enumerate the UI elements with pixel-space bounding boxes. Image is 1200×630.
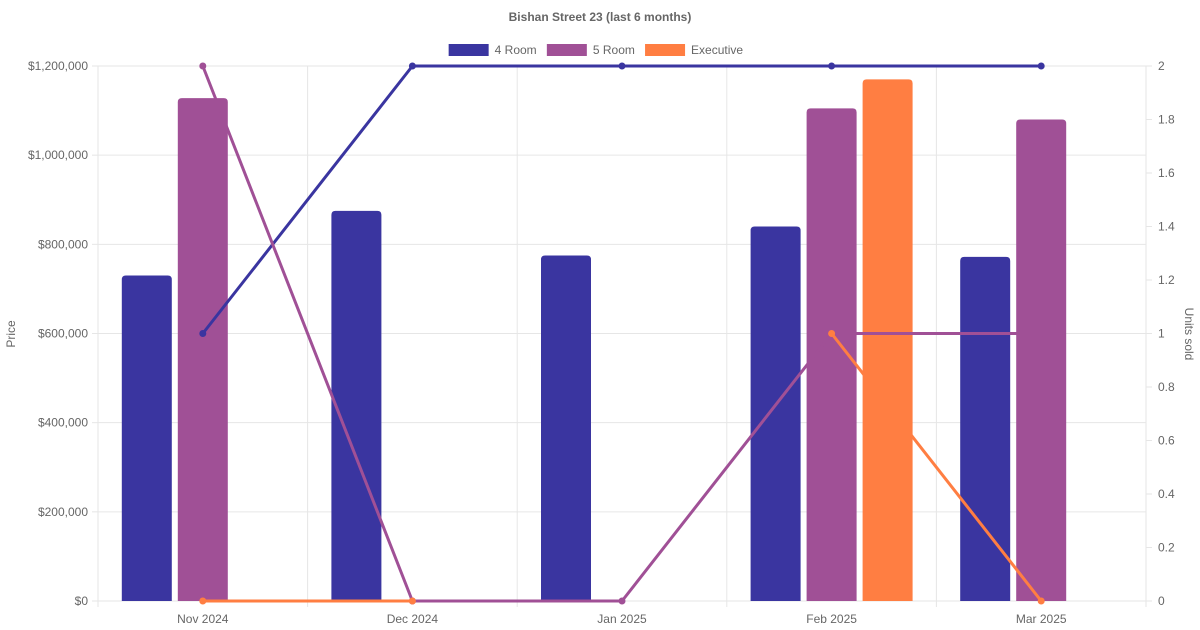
- legend-item-4-room[interactable]: 4 Room: [448, 43, 537, 57]
- bar-4-room[interactable]: [750, 226, 801, 602]
- legend-label: 5 Room: [593, 43, 635, 57]
- x-tick-label: Nov 2024: [177, 612, 229, 626]
- legend-swatch: [546, 44, 587, 56]
- y-left-tick-label: $1,200,000: [28, 59, 88, 73]
- y-right-tick-label: 1.4: [1158, 220, 1175, 234]
- bar-4-room[interactable]: [541, 255, 591, 601]
- y-right-tick-label: 0.2: [1158, 541, 1175, 555]
- line-marks: [199, 62, 1045, 605]
- point-4-room[interactable]: [828, 62, 836, 70]
- y-right-tick-label: 0.4: [1158, 487, 1175, 501]
- y-left-tick-label: $0: [75, 594, 89, 608]
- y-axis-left: $0 $200,000 $400,000 $600,000 $800,000 $1,000…: [28, 59, 98, 608]
- x-tick-label: Jan 2025: [597, 612, 647, 626]
- point-executive[interactable]: [828, 330, 836, 337]
- point-5-room[interactable]: [618, 597, 626, 605]
- y-right-tick-label: 0.6: [1158, 434, 1175, 448]
- y-left-tick-label: $800,000: [38, 237, 88, 251]
- y-right-tick-label: 1.6: [1158, 166, 1175, 180]
- point-executive[interactable]: [1037, 597, 1045, 605]
- line-4-room: [201, 64, 1042, 335]
- y-axis-left-title: Price: [4, 320, 18, 348]
- y-left-tick-label: $400,000: [38, 416, 88, 430]
- point-4-room[interactable]: [1037, 62, 1045, 70]
- y-right-tick-label: 1: [1158, 327, 1165, 341]
- gridlines: [97, 65, 1147, 607]
- y-left-tick-label: $600,000: [38, 327, 88, 341]
- bar-marks: [121, 79, 1067, 602]
- chart-title: Bishan Street 23 (last 6 months): [509, 10, 692, 24]
- point-5-room[interactable]: [1037, 330, 1045, 337]
- line-executive: [830, 332, 1043, 602]
- y-axis-right-title: Units sold: [1182, 308, 1196, 361]
- point-executive[interactable]: [199, 597, 207, 605]
- bar-4-room[interactable]: [960, 256, 1011, 601]
- point-4-room[interactable]: [199, 330, 207, 337]
- point-4-room[interactable]: [408, 62, 416, 70]
- y-left-tick-label: $200,000: [38, 505, 88, 519]
- bar-executive[interactable]: [862, 79, 913, 601]
- point-executive[interactable]: [408, 597, 416, 605]
- x-tick-label: Mar 2025: [1016, 612, 1067, 626]
- x-tick-label: Feb 2025: [806, 612, 857, 626]
- y-axis-right: 0 0.2 0.4 0.6 0.8 1 1.2 1.4 1.6 1.8 2: [1146, 59, 1175, 608]
- y-right-tick-label: 0: [1158, 594, 1165, 608]
- x-axis: Nov 2024 Dec 2024 Jan 2025 Feb 2025 Mar 2025: [177, 612, 1067, 626]
- legend-label: Executive: [691, 43, 743, 57]
- legend-item-5-room[interactable]: 5 Room: [546, 43, 635, 57]
- bar-4-room[interactable]: [121, 275, 172, 601]
- bar-5-room[interactable]: [806, 108, 857, 602]
- bar-5-room[interactable]: [177, 98, 228, 601]
- x-tick-label: Dec 2024: [387, 612, 439, 626]
- bar-4-room[interactable]: [331, 210, 382, 602]
- legend-swatch: [645, 44, 686, 56]
- legend-label: 4 Room: [495, 43, 537, 57]
- y-right-tick-label: 1.8: [1158, 113, 1175, 127]
- y-right-tick-label: 2: [1158, 59, 1165, 73]
- point-4-room[interactable]: [618, 62, 626, 70]
- legend[interactable]: 4 Room 5 Room Executive: [448, 43, 744, 57]
- y-right-tick-label: 1.2: [1158, 273, 1175, 287]
- point-5-room[interactable]: [199, 62, 207, 70]
- legend-swatch: [448, 44, 489, 56]
- y-left-tick-label: $1,000,000: [28, 148, 88, 162]
- bar-5-room[interactable]: [1016, 119, 1067, 602]
- y-right-tick-label: 0.8: [1158, 380, 1175, 394]
- legend-item-executive[interactable]: Executive: [645, 43, 743, 57]
